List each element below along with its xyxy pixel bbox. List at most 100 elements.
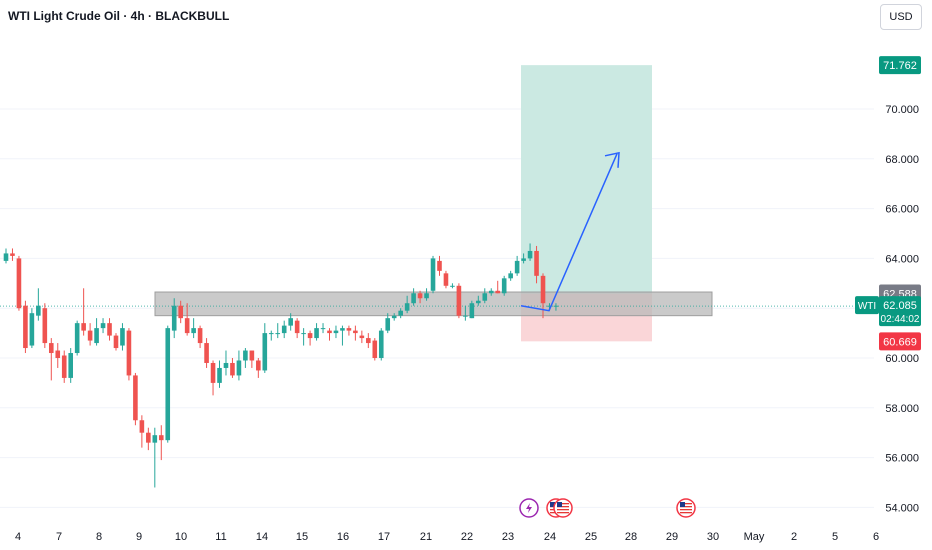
candle-body [281, 325, 287, 334]
candle-body [133, 375, 138, 421]
candle-body [521, 258, 526, 261]
x-tick-label: 7 [56, 531, 62, 543]
candle-body [463, 315, 468, 317]
candle-body [100, 323, 106, 329]
x-tick-label: 21 [420, 531, 432, 543]
symbol-tag-bg [855, 296, 879, 315]
gray-zone [154, 291, 713, 317]
candle-body [171, 305, 177, 331]
candle-body [476, 300, 481, 304]
x-tick-label: 5 [832, 531, 838, 543]
x-tick-label: 11 [215, 531, 226, 543]
candle-body [450, 285, 455, 287]
x-tick-label: 2 [791, 531, 797, 543]
flag-stripe [557, 512, 569, 514]
candle-body [540, 275, 546, 304]
candle-body [430, 258, 436, 291]
x-tick-label: 22 [461, 531, 473, 543]
candle-body [126, 330, 132, 376]
candle-body [184, 318, 190, 334]
candle-body [456, 285, 462, 316]
candle-body [346, 328, 352, 331]
candle-body [243, 350, 248, 361]
x-tick-label: 10 [175, 531, 187, 543]
candle-body [210, 362, 216, 383]
flag-stripe [557, 506, 569, 508]
candle-body [501, 278, 507, 294]
x-tick-label: 28 [625, 531, 637, 543]
x-tick-label: 29 [666, 531, 678, 543]
candle-body [327, 330, 332, 334]
candle-body [61, 355, 67, 378]
candle-body [301, 333, 306, 335]
candle-body [268, 333, 274, 335]
candle-body [294, 320, 300, 334]
flag-canton [550, 502, 555, 507]
candle-body [29, 313, 35, 346]
us-flag-event-icon [553, 498, 573, 518]
candle-body [320, 328, 326, 330]
symbol-title: WTI Light Crude Oil · 4h · BLACKBULL [8, 9, 230, 23]
candle-body [482, 293, 488, 301]
current-price-tag: 62.085 [883, 300, 917, 312]
candle-body [262, 333, 268, 371]
candle-body [16, 258, 22, 309]
candle-body [527, 250, 533, 259]
flag-canton [557, 502, 562, 507]
y-tick-label: 54.000 [885, 502, 919, 514]
x-tick-label: 17 [378, 531, 390, 543]
x-tick-label: 14 [256, 531, 268, 543]
candle-body [553, 305, 559, 307]
candle-body [469, 303, 475, 319]
candle-body [107, 323, 112, 336]
flag-stripe [557, 509, 569, 511]
flag-stripe [680, 512, 692, 514]
candle-body [165, 328, 171, 441]
candle-body [333, 330, 339, 334]
countdown-tag: 02:44:02 [881, 314, 920, 325]
candle-body [223, 362, 229, 368]
candle-body [217, 367, 222, 383]
candle-body [74, 323, 80, 354]
stop-price-tag-bg [879, 332, 921, 351]
candle-body [94, 328, 99, 344]
flag-stripe [557, 503, 569, 505]
candle-body [353, 330, 358, 334]
candle-body [398, 310, 403, 316]
x-tick-label: 15 [296, 531, 308, 543]
y-tick-label: 64.000 [885, 253, 919, 265]
currency-button[interactable]: USD [880, 4, 922, 30]
candle-body [314, 328, 319, 339]
candle-body [534, 250, 539, 276]
x-tick-label: 9 [136, 531, 142, 543]
candle-body [275, 333, 281, 335]
current-price-tag-bg [879, 296, 921, 327]
candle-body [340, 328, 345, 331]
candle-body [288, 318, 293, 326]
candle-body [547, 305, 552, 307]
y-tick-label: 70.000 [885, 104, 919, 116]
candle-body [139, 420, 145, 433]
candle-body [81, 323, 86, 331]
candle-body [87, 330, 93, 341]
stop-price-tag: 60.669 [883, 336, 917, 348]
candle-body [68, 353, 73, 378]
candle-body [48, 343, 54, 354]
candle-body [10, 253, 15, 256]
candle-body [42, 308, 48, 344]
candle-body [236, 360, 242, 376]
x-tick-label: 8 [96, 531, 102, 543]
candle-body [191, 328, 196, 334]
candle-body [23, 305, 28, 349]
lightning-glyph-icon [526, 503, 532, 513]
x-tick-label: 24 [544, 531, 556, 543]
target-zone [521, 65, 652, 294]
candle-body [113, 335, 119, 349]
x-tick-label: 4 [15, 531, 21, 543]
candle-body [359, 335, 365, 339]
candle-body [55, 350, 61, 358]
x-tick-label: 6 [873, 531, 879, 543]
x-tick-label: 16 [337, 531, 349, 543]
